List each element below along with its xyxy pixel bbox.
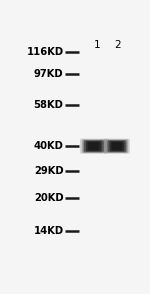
FancyBboxPatch shape bbox=[86, 141, 102, 151]
Text: 97KD: 97KD bbox=[34, 69, 63, 79]
FancyBboxPatch shape bbox=[80, 138, 108, 154]
Text: 1: 1 bbox=[93, 41, 100, 51]
Text: 29KD: 29KD bbox=[34, 166, 63, 176]
Text: 2: 2 bbox=[114, 41, 121, 51]
FancyBboxPatch shape bbox=[106, 139, 128, 153]
FancyBboxPatch shape bbox=[104, 138, 130, 154]
Text: 20KD: 20KD bbox=[34, 193, 63, 203]
FancyBboxPatch shape bbox=[84, 140, 104, 152]
Text: 58KD: 58KD bbox=[34, 101, 63, 111]
FancyBboxPatch shape bbox=[82, 139, 106, 153]
Text: 40KD: 40KD bbox=[34, 141, 63, 151]
FancyBboxPatch shape bbox=[88, 142, 99, 150]
FancyBboxPatch shape bbox=[112, 142, 122, 150]
FancyBboxPatch shape bbox=[107, 140, 127, 152]
Text: 116KD: 116KD bbox=[26, 47, 63, 57]
FancyBboxPatch shape bbox=[110, 141, 124, 151]
Text: 14KD: 14KD bbox=[33, 226, 63, 236]
